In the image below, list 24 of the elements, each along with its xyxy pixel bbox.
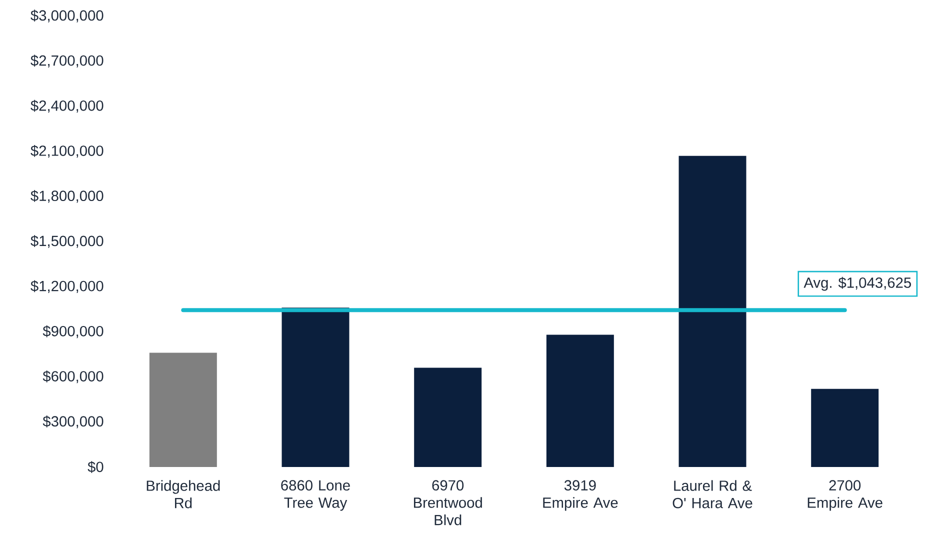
y-tick-label: $2,400,000: [30, 100, 104, 113]
y-tick-label: $1,500,000: [30, 235, 104, 248]
x-tick-label: Bridgehead Rd: [146, 480, 220, 508]
x-tick-label: 6860 Lone Tree Way: [281, 480, 350, 511]
bar: [282, 308, 350, 467]
y-tick-label: $1,800,000: [30, 190, 104, 203]
x-tick-label: 6970 Brentwood Blvd: [414, 480, 482, 526]
y-tick-label: $300,000: [42, 416, 104, 428]
bar: [811, 388, 879, 467]
bar: [546, 334, 614, 467]
ref-line-label: Avg. $1,043,625: [804, 276, 911, 291]
y-tick-label: $900,000: [42, 325, 104, 338]
x-tick-label: Laurel Rd & O' Hara Ave: [672, 480, 752, 508]
y-tick-label: $3,000,000: [30, 10, 104, 22]
bar: [678, 156, 746, 467]
y-tick-label: $600,000: [42, 370, 104, 384]
y-tick-label: $1,200,000: [30, 280, 104, 293]
x-tick-label: 3919 Empire Ave: [543, 480, 618, 511]
bar: [414, 368, 482, 467]
bar: [149, 352, 217, 467]
y-tick-label: $2,700,000: [30, 54, 104, 68]
y-tick-label: $0: [88, 461, 104, 473]
x-tick-label: 2700 Empire Ave: [808, 480, 882, 511]
y-tick-label: $2,100,000: [30, 144, 104, 158]
